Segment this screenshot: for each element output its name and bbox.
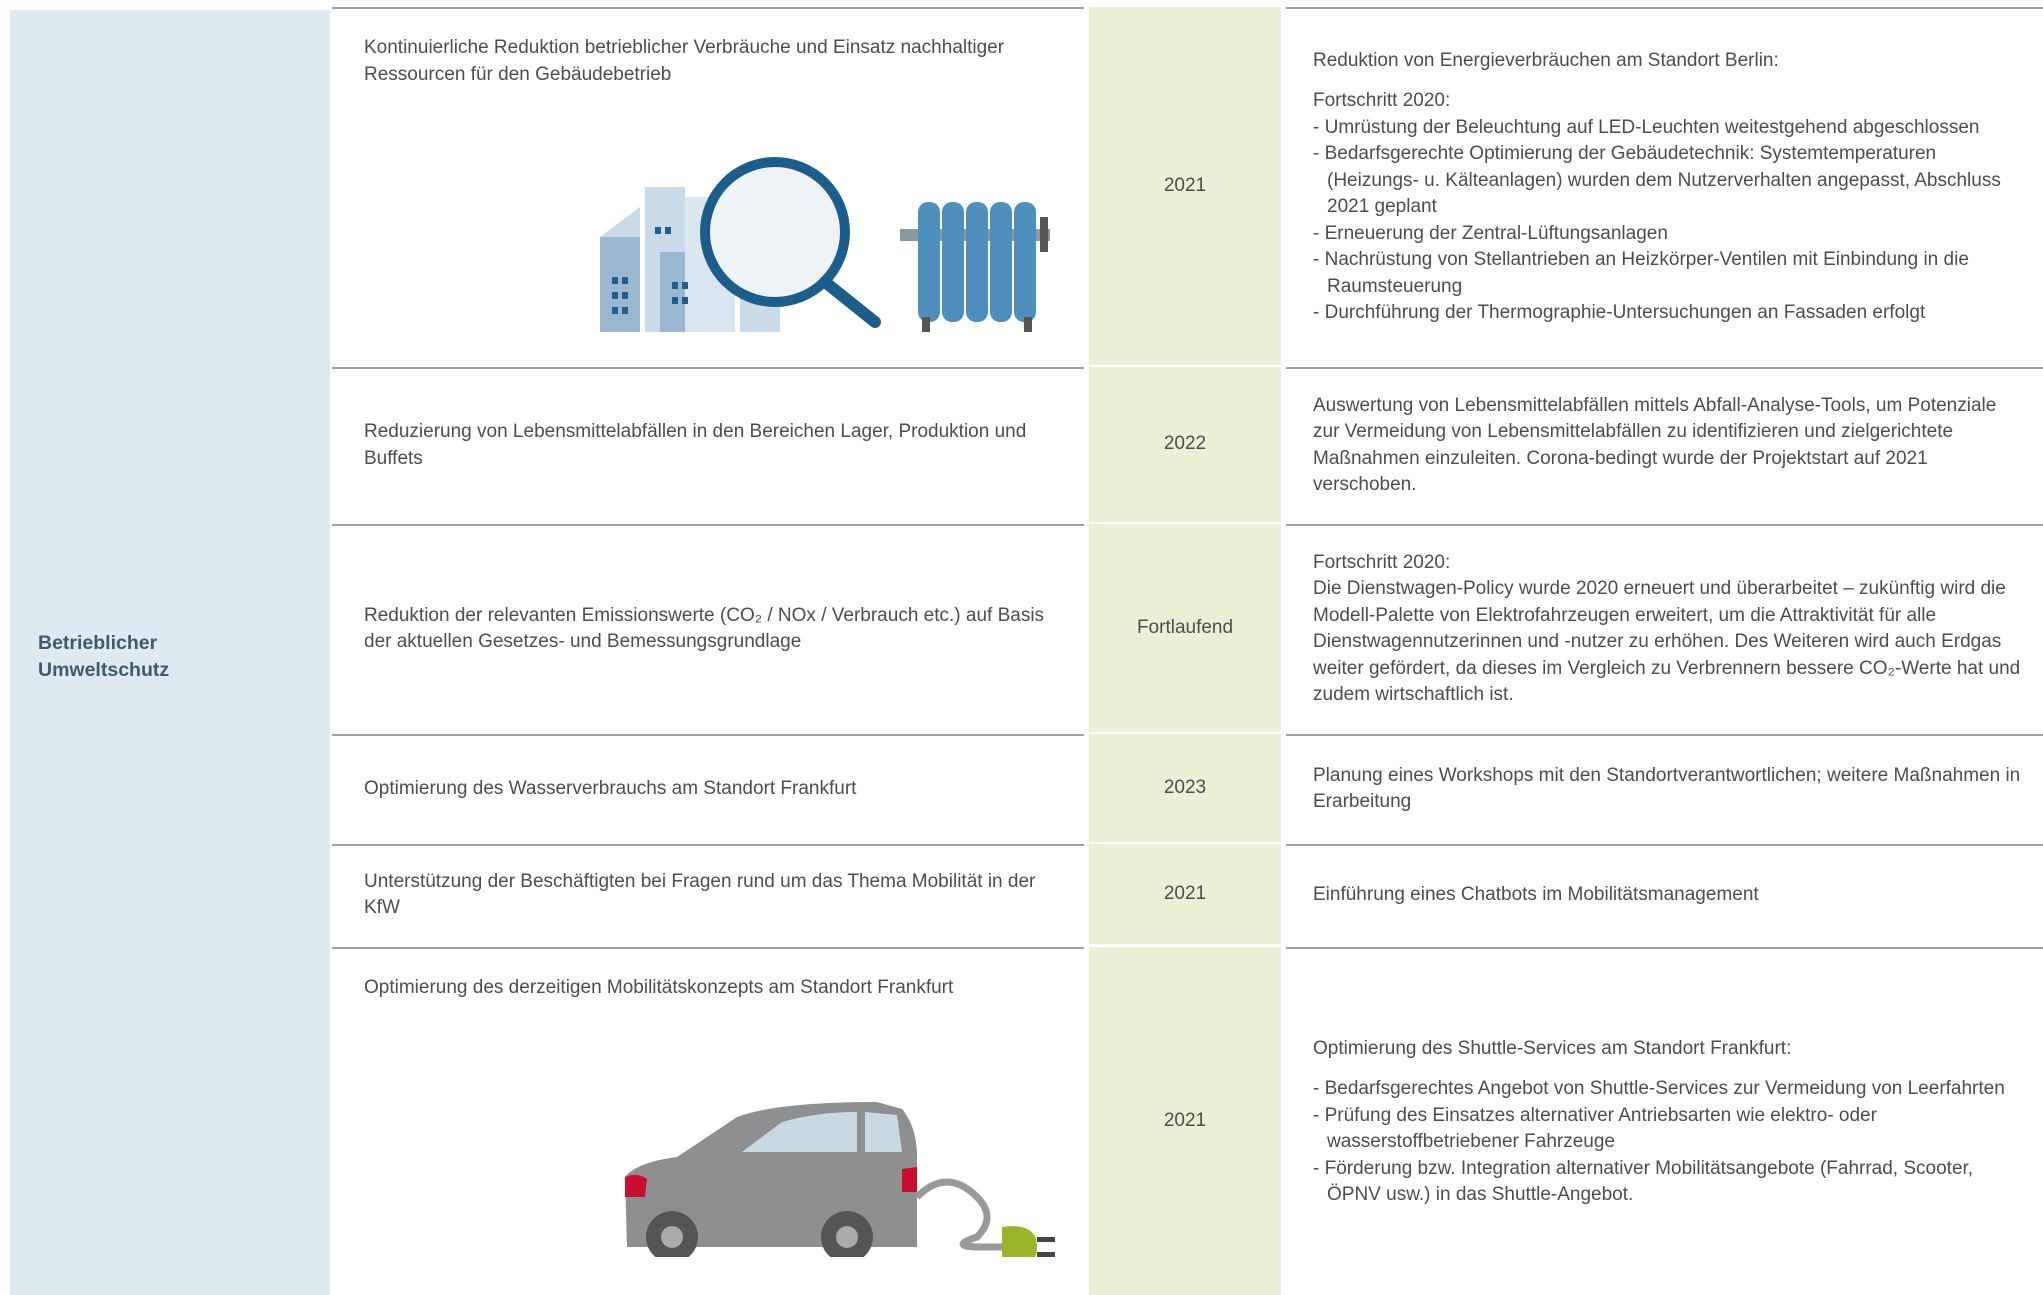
table-row: Kontinuierliche Reduktion betrieblicher …	[332, 7, 2043, 365]
status-block: Fortschritt 2020: - Umrüstung der Beleuch…	[1313, 88, 2025, 327]
table-row: Optimierung des derzeitigen Mobilitätsko…	[332, 947, 2043, 1295]
measure-cell: Reduktion der relevanten Emissionswerte …	[332, 524, 1084, 732]
status-block: Reduktion von Energieverbräuchen am Stan…	[1313, 48, 2025, 75]
status-block: Planung eines Workshops mit den Standort…	[1313, 763, 2025, 816]
status-line: - Bedarfsgerechtes Angebot von Shuttle-S…	[1313, 1078, 2005, 1099]
status-line: Die Dienstwagen-Policy wurde 2020 erneue…	[1313, 578, 2021, 705]
status-line: - Prüfung des Einsatzes alternativer Ant…	[1313, 1104, 1877, 1153]
status-line: - Nachrüstung von Stellantrieben an Heiz…	[1313, 249, 1969, 297]
measure-text: Kontinuierliche Reduktion betrieblicher …	[364, 37, 1005, 85]
status-block: Auswertung von Lebensmittelabfällen mitt…	[1313, 393, 2025, 499]
measure-cell: Kontinuierliche Reduktion betrieblicher …	[332, 7, 1084, 365]
table-row: Reduktion der relevanten Emissionswerte …	[332, 524, 2043, 732]
status-line: Planung eines Workshops mit den Standort…	[1313, 764, 2021, 813]
year-text: 2021	[1163, 174, 1207, 196]
status-line: - Umrüstung der Beleuchtung auf LED-Leuc…	[1313, 116, 1980, 138]
status-line: Fortschritt 2020:	[1313, 551, 1451, 573]
measure-cell: Optimierung des derzeitigen Mobilitätsko…	[332, 947, 1084, 1295]
section-column: Betrieblicher Umweltschutz	[10, 10, 330, 1295]
status-cell: Reduktion von Energieverbräuchen am Stan…	[1286, 7, 2043, 365]
year-text: 2021	[1163, 882, 1207, 904]
year-cell: 2023	[1089, 734, 1281, 842]
measure-text: Reduktion der relevanten Emissionswerte …	[364, 604, 1045, 653]
year-cell: 2021	[1089, 844, 1281, 944]
measure-cell: Optimierung des Wasserverbrauchs am Stan…	[332, 734, 1084, 842]
status-cell: Planung eines Workshops mit den Standort…	[1286, 734, 2043, 842]
year-text: Fortlaufend	[1136, 616, 1234, 638]
status-block: - Bedarfsgerechtes Angebot von Shuttle-S…	[1313, 1076, 2025, 1209]
status-cell: Auswertung von Lebensmittelabfällen mitt…	[1286, 367, 2043, 522]
year-cell: 2022	[1089, 367, 1281, 522]
status-block: Optimierung des Shuttle-Services am Stan…	[1313, 1036, 2025, 1063]
status-line: - Förderung bzw. Integration alternative…	[1313, 1157, 1974, 1206]
status-cell: Fortschritt 2020: Die Dienstwagen-Policy …	[1286, 524, 2043, 732]
status-line: Reduktion von Energieverbräuchen am Stan…	[1313, 49, 1779, 71]
year-cell: 2021	[1089, 947, 1281, 1295]
status-line: Einführung eines Chatbots im Mobilitätsm…	[1313, 883, 1759, 905]
measure-cell: Reduzierung von Lebensmittelabfällen in …	[332, 367, 1084, 522]
measure-cell: Unterstützung der Beschäftigten bei Frag…	[332, 844, 1084, 944]
measure-text: Optimierung des derzeitigen Mobilitätsko…	[364, 977, 954, 998]
year-text: 2021	[1163, 1109, 1207, 1131]
measure-text: Optimierung des Wasserverbrauchs am Stan…	[364, 777, 857, 799]
building-icon	[600, 157, 1050, 332]
measure-text: Reduzierung von Lebensmittelabfällen in …	[364, 421, 1027, 469]
status-cell: Einführung eines Chatbots im Mobilitätsm…	[1286, 844, 2043, 944]
car-icon	[625, 1102, 1055, 1257]
year-text: 2022	[1163, 433, 1207, 455]
status-line: Auswertung von Lebensmittelabfällen mitt…	[1313, 394, 1997, 496]
status-block: Einführung eines Chatbots im Mobilitätsm…	[1313, 882, 2025, 909]
table-row: Reduzierung von Lebensmittelabfällen in …	[332, 367, 2043, 522]
status-line: - Bedarfsgerechte Optimierung der Gebäud…	[1313, 143, 2001, 217]
status-cell: Optimierung des Shuttle-Services am Stan…	[1286, 947, 2043, 1295]
status-block: Fortschritt 2020: Die Dienstwagen-Policy …	[1313, 550, 2025, 709]
measure-text: Unterstützung der Beschäftigten bei Frag…	[364, 870, 1036, 919]
status-line: - Erneuerung der Zentral-Lüftungsanlagen	[1313, 222, 1668, 244]
year-cell: Fortlaufend	[1089, 524, 1281, 732]
section-title: Betrieblicher Umweltschutz	[38, 632, 170, 681]
year-text: 2023	[1163, 776, 1207, 798]
status-line: - Durchführung der Thermographie-Untersu…	[1313, 302, 1926, 323]
status-line: Optimierung des Shuttle-Services am Stan…	[1313, 1037, 1792, 1059]
status-line: Fortschritt 2020:	[1313, 90, 1451, 111]
table-row: Optimierung des Wasserverbrauchs am Stan…	[332, 734, 2043, 842]
table-row: Unterstützung der Beschäftigten bei Frag…	[332, 844, 2043, 944]
year-cell: 2021	[1089, 7, 1281, 365]
